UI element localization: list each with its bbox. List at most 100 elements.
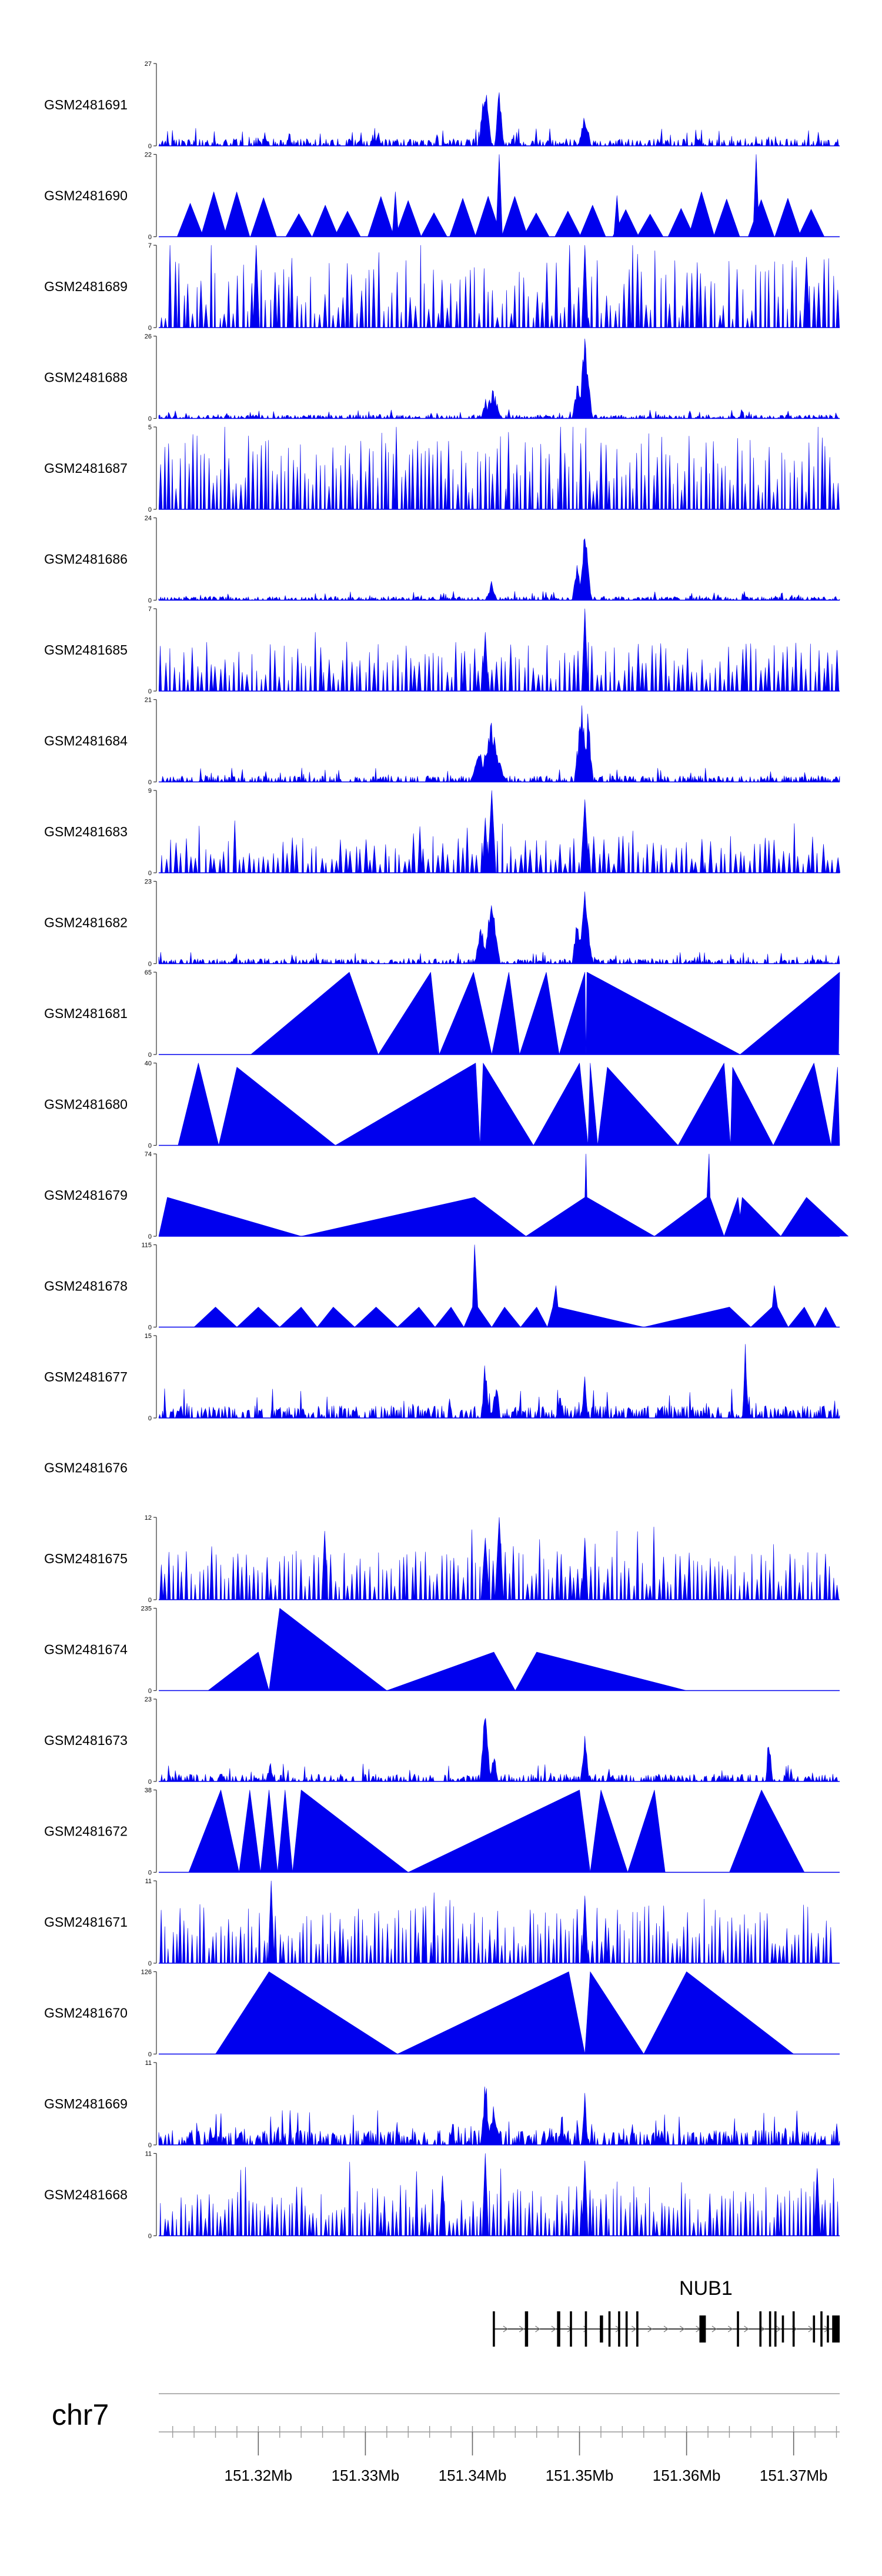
coverage-area (158, 245, 840, 328)
gene-exon (827, 2315, 829, 2343)
y-max-label: 38 (145, 1787, 152, 1794)
gene-exon (625, 2311, 628, 2347)
track-GSM2481686: GSM2481686 24 0 (44, 515, 840, 605)
y-min-label: 0 (148, 961, 152, 968)
gene-model-track: NUB1 (493, 2277, 840, 2347)
strand-arrow (632, 2325, 637, 2333)
coverage-area (158, 538, 840, 600)
coverage-area (158, 1344, 840, 1419)
y-min-label: 0 (148, 1324, 152, 1332)
track-GSM2481682: GSM2481682 23 0 (44, 879, 840, 968)
track-label: GSM2481683 (44, 824, 128, 839)
track-GSM2481688: GSM2481688 26 0 (44, 333, 840, 423)
y-min-label: 0 (148, 2142, 152, 2149)
gene-exon (769, 2311, 771, 2347)
y-min-label: 0 (148, 2051, 152, 2058)
coverage-area (158, 426, 840, 510)
y-max-label: 23 (145, 879, 152, 886)
y-max-label: 5 (148, 424, 152, 431)
y-max-label: 235 (141, 1606, 152, 1613)
coverage-area (178, 1063, 840, 1146)
track-label: GSM2481670 (44, 2006, 128, 2021)
track-GSM2481689: GSM2481689 7 0 (44, 242, 840, 332)
gene-exon (618, 2311, 620, 2347)
y-min-label: 0 (148, 1688, 152, 1695)
track-GSM2481690: GSM2481690 22 0 (44, 152, 840, 241)
track-GSM2481669: GSM2481669 11 0 (44, 2060, 840, 2149)
track-label: GSM2481690 (44, 188, 128, 203)
gene-exon (781, 2315, 784, 2343)
y-min-label: 0 (148, 1415, 152, 1422)
track-GSM2481673: GSM2481673 23 0 (44, 1696, 840, 1786)
track-GSM2481691: GSM2481691 27 0 (44, 61, 840, 150)
track-GSM2481679: GSM2481679 74 0 (44, 1151, 848, 1240)
track-GSM2481684: GSM2481684 21 0 (44, 697, 840, 786)
coverage-area (215, 1971, 794, 2054)
track-label: GSM2481679 (44, 1187, 128, 1203)
coverage-area (172, 154, 827, 237)
coverage-area (158, 1880, 833, 1964)
gene-exon (737, 2311, 739, 2347)
axis-tick-label: 151.35Mb (546, 2467, 614, 2484)
y-max-label: 126 (141, 1969, 152, 1976)
track-GSM2481677: GSM2481677 15 0 (44, 1333, 840, 1422)
track-label: GSM2481669 (44, 2096, 128, 2111)
y-min-label: 0 (148, 1778, 152, 1786)
track-GSM2481683: GSM2481683 9 0 (44, 788, 840, 877)
y-max-label: 11 (145, 1878, 152, 1885)
coverage-area (188, 1790, 805, 1873)
y-min-label: 0 (148, 779, 152, 786)
coverage-area (158, 2153, 840, 2236)
y-max-label: 27 (145, 61, 152, 68)
y-max-label: 21 (145, 697, 152, 704)
coverage-area (208, 1608, 687, 1691)
coverage-area (158, 338, 840, 419)
axis-tick-label: 151.37Mb (760, 2467, 828, 2484)
y-max-label: 12 (145, 1514, 152, 1521)
track-label: GSM2481676 (44, 1460, 128, 1476)
strand-arrow (727, 2325, 733, 2333)
y-min-label: 0 (148, 1597, 152, 1604)
gene-exon (832, 2315, 840, 2343)
track-label: GSM2481688 (44, 370, 128, 385)
track-label: GSM2481686 (44, 552, 128, 567)
gene-exon (493, 2311, 495, 2347)
axis-tick-label: 151.33Mb (332, 2467, 400, 2484)
genome-axis: chr7 151.32Mb 151.33Mb 151.34Mb 151.35Mb 151… (52, 2393, 840, 2484)
gene-exon (636, 2311, 639, 2347)
track-label: GSM2481674 (44, 1642, 128, 1657)
y-min-label: 0 (148, 688, 152, 695)
track-GSM2481675: GSM2481675 12 0 (44, 1514, 840, 1604)
gene-exon (759, 2311, 762, 2347)
y-min-label: 0 (148, 325, 152, 332)
track-GSM2481676: GSM2481676 (44, 1460, 128, 1476)
gene-exon (608, 2311, 611, 2347)
track-label: GSM2481673 (44, 1733, 128, 1748)
coverage-area (158, 891, 840, 964)
y-max-label: 15 (145, 1333, 152, 1340)
strand-arrow (535, 2325, 540, 2333)
y-min-label: 0 (148, 598, 152, 605)
track-label: GSM2481668 (44, 2187, 128, 2203)
track-label: GSM2481675 (44, 1551, 128, 1566)
coverage-tracks: GSM2481691270GSM2481690220GSM248168970GS… (44, 61, 848, 2240)
y-max-label: 7 (148, 606, 152, 613)
track-GSM2481687: GSM2481687 5 0 (44, 424, 840, 513)
track-label: GSM2481672 (44, 1824, 128, 1839)
strand-arrow (519, 2325, 524, 2333)
axis-tick-label: 151.36Mb (653, 2467, 721, 2484)
gene-exon (600, 2315, 603, 2343)
y-min-label: 0 (148, 2233, 152, 2240)
track-label: GSM2481691 (44, 97, 128, 112)
y-max-label: 115 (141, 1242, 152, 1249)
strand-arrow (503, 2325, 509, 2333)
y-max-label: 22 (145, 152, 152, 159)
gene-exon (699, 2315, 706, 2343)
strand-arrow (711, 2325, 717, 2333)
strand-arrow (647, 2325, 653, 2333)
gene-exon (524, 2311, 529, 2347)
gene-exon (820, 2311, 823, 2347)
y-min-label: 0 (148, 1233, 152, 1240)
coverage-area (158, 608, 840, 692)
